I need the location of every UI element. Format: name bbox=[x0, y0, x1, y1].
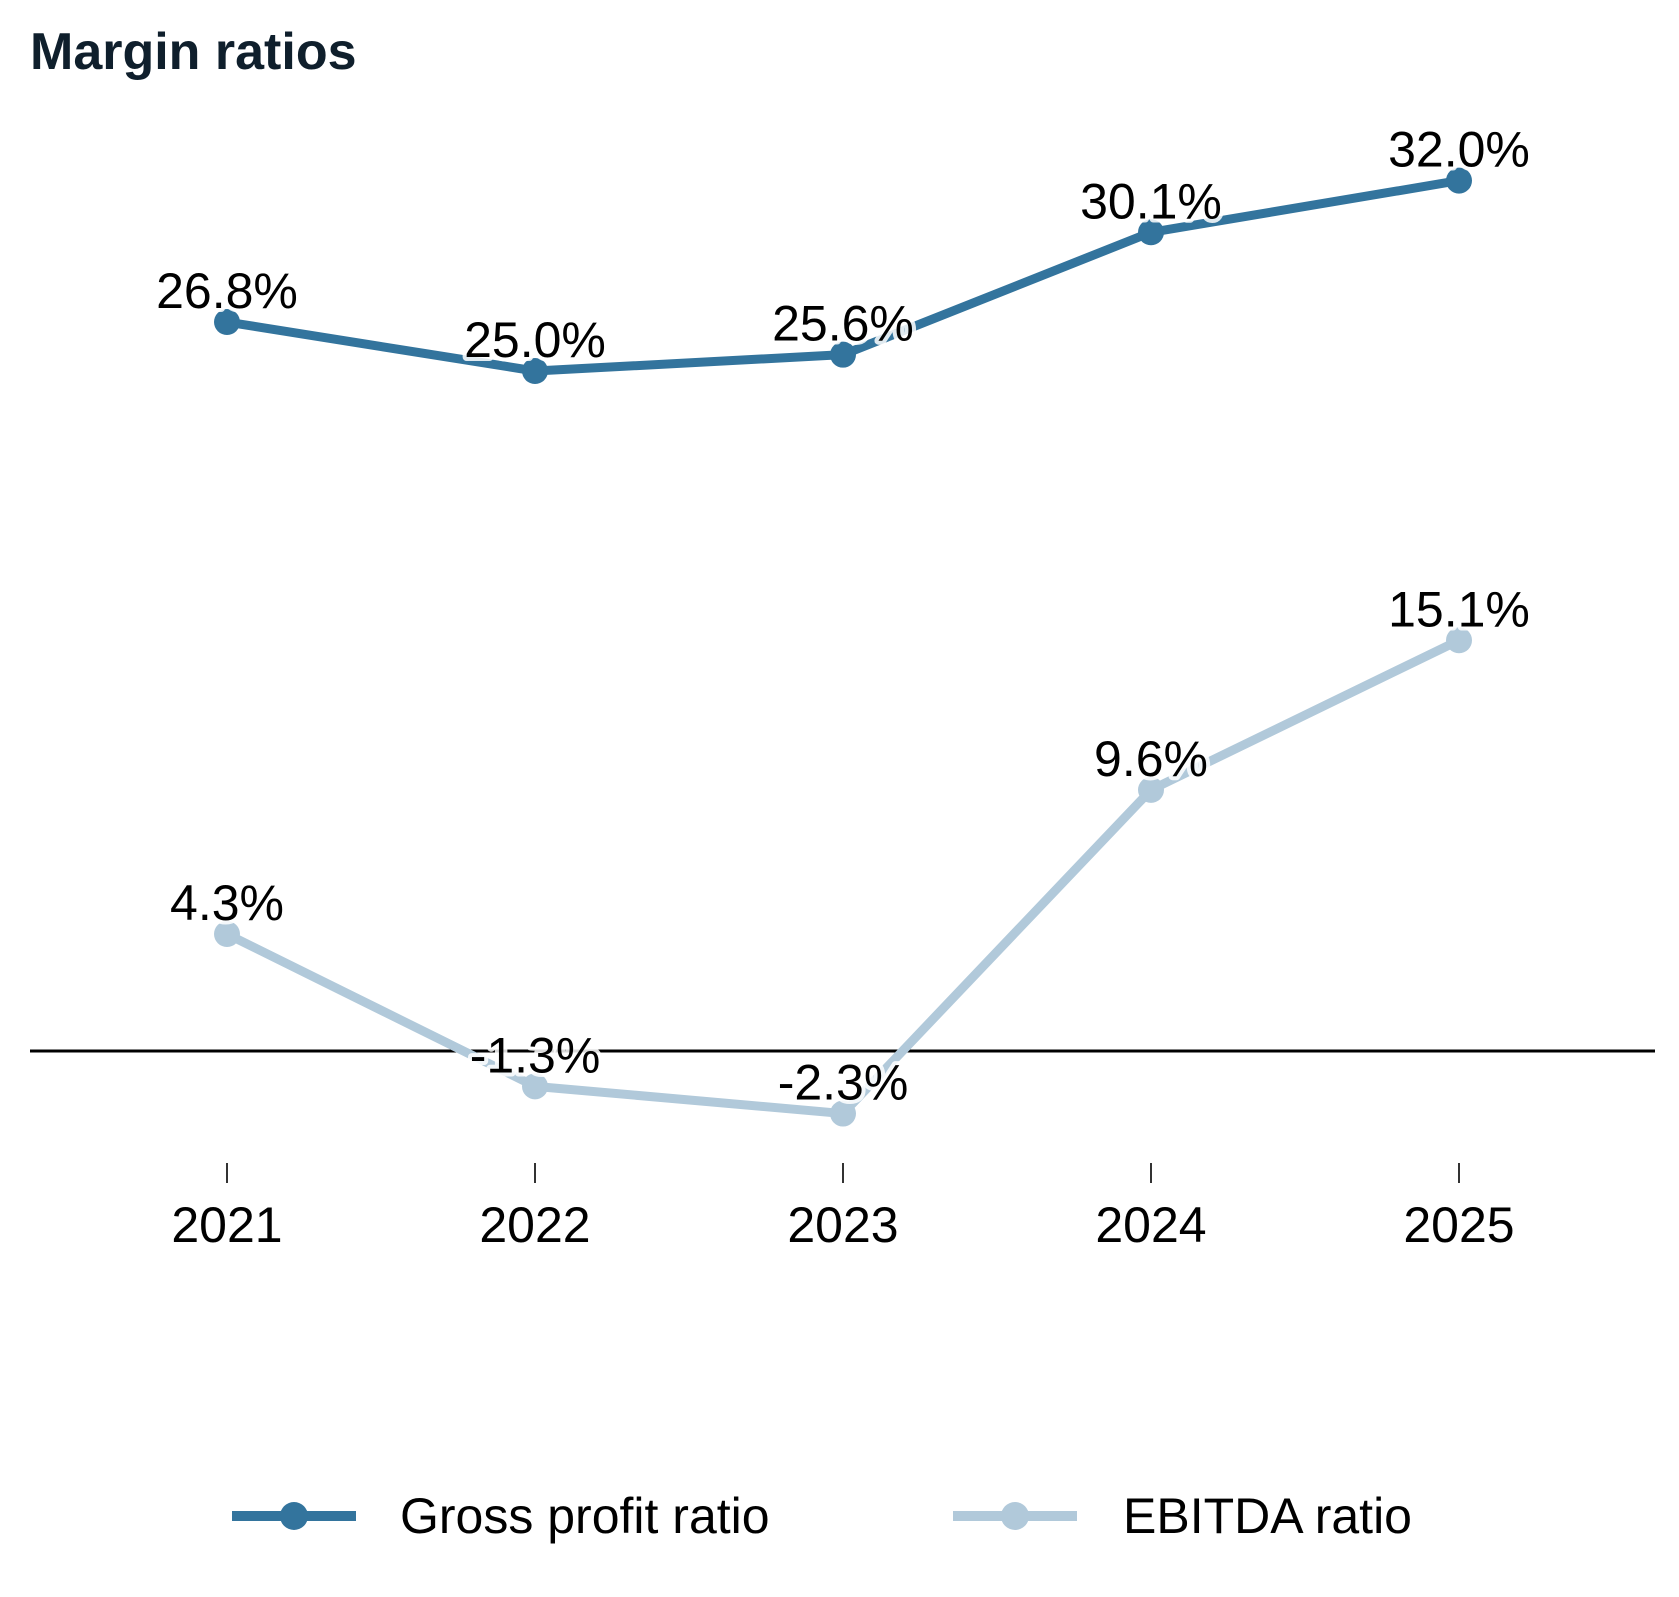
data-label: 26.8% bbox=[156, 263, 298, 319]
x-tick-label: 2023 bbox=[787, 1197, 898, 1253]
data-point bbox=[1138, 776, 1164, 803]
x-tick-label: 2021 bbox=[171, 1197, 282, 1253]
x-tick-label: 2024 bbox=[1095, 1197, 1206, 1253]
data-point bbox=[1138, 219, 1164, 246]
x-tick-label: 2025 bbox=[1403, 1197, 1514, 1253]
data-label: 25.0% bbox=[464, 312, 606, 368]
data-point bbox=[830, 1100, 856, 1127]
data-label: -2.3% bbox=[778, 1055, 909, 1111]
data-label: 4.3% bbox=[170, 875, 284, 931]
data-point bbox=[214, 921, 240, 948]
data-point bbox=[214, 309, 240, 336]
data-label: 9.6% bbox=[1094, 731, 1208, 787]
data-label: 30.1% bbox=[1080, 173, 1222, 229]
data-point bbox=[522, 358, 548, 384]
data-point bbox=[830, 341, 856, 368]
data-point bbox=[1446, 167, 1472, 194]
data-point bbox=[1446, 627, 1472, 654]
data-label: 25.6% bbox=[772, 296, 914, 352]
series-line bbox=[222, 635, 1464, 1119]
chart-title: Margin ratios bbox=[30, 23, 357, 81]
data-label: 15.1% bbox=[1388, 581, 1530, 637]
data-label: 32.0% bbox=[1388, 122, 1530, 178]
legend-label: Gross profit ratio bbox=[400, 1488, 770, 1544]
x-tick-label: 2022 bbox=[479, 1197, 590, 1253]
data-label: -1.3% bbox=[470, 1027, 601, 1083]
legend-marker bbox=[280, 1502, 308, 1530]
legend-label: EBITDA ratio bbox=[1123, 1488, 1412, 1544]
data-point bbox=[522, 1073, 548, 1100]
legend-marker bbox=[1001, 1502, 1029, 1530]
